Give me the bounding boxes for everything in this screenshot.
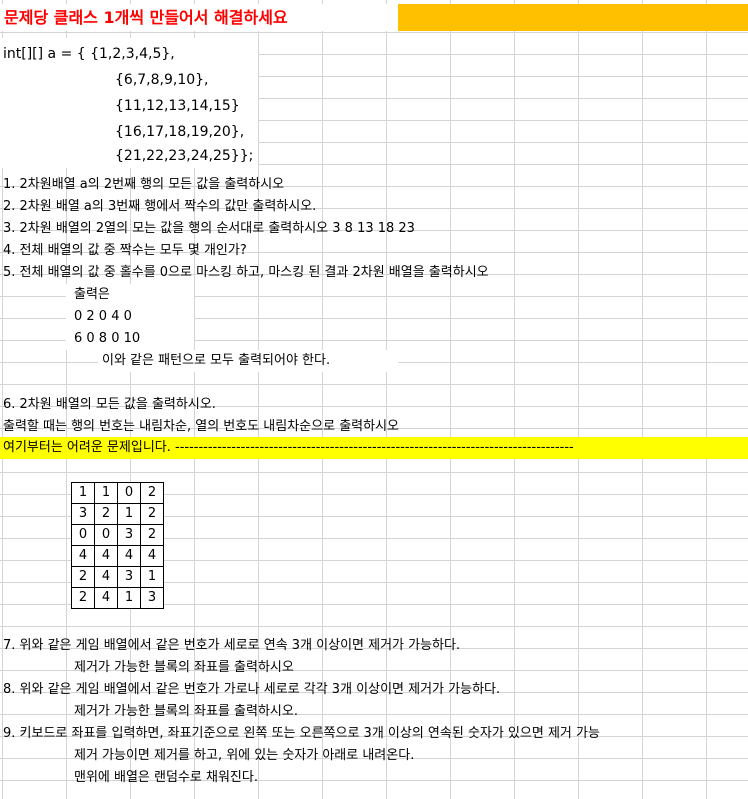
problem-9[interactable]: 9. 키보드로 좌표를 입력하면, 좌표기준으로 왼쪽 또는 오른쪽으로 3개 … xyxy=(3,726,600,741)
game-cell[interactable]: 2 xyxy=(94,503,118,525)
game-cell[interactable]: 2 xyxy=(140,482,164,504)
game-cell[interactable]: 2 xyxy=(71,587,95,609)
problem-9-detail-2[interactable]: 맨위에 배열은 랜덤수로 채워진다. xyxy=(74,770,258,785)
game-cell[interactable]: 1 xyxy=(71,482,95,504)
game-cell[interactable]: 4 xyxy=(94,545,118,567)
code-line-5[interactable]: {21,22,23,24,25}}; xyxy=(115,148,254,164)
game-board-row: 2 4 3 1 xyxy=(71,566,164,588)
problem-7[interactable]: 7. 위와 같은 게임 배열에서 같은 번호가 세로로 연속 3개 이상이면 제… xyxy=(3,638,461,653)
problem-2[interactable]: 2. 2차원 배열 a의 3번째 행에서 짝수의 값만 출력하시오. xyxy=(3,199,317,214)
game-board-row: 3 2 1 2 xyxy=(71,503,164,525)
game-cell[interactable]: 3 xyxy=(117,566,141,588)
game-cell[interactable]: 2 xyxy=(71,566,95,588)
game-board-row: 0 0 3 2 xyxy=(71,524,164,546)
note-background xyxy=(98,350,398,372)
game-cell[interactable]: 4 xyxy=(94,587,118,609)
sheet-title[interactable]: 문제당 클래스 1개씩 만들어서 해결하세요 xyxy=(4,8,288,27)
game-cell[interactable]: 4 xyxy=(71,545,95,567)
code-line-3[interactable]: {11,12,13,14,15} xyxy=(115,98,240,114)
game-cell[interactable]: 0 xyxy=(71,524,95,546)
game-cell[interactable]: 2 xyxy=(140,503,164,525)
game-cell[interactable]: 3 xyxy=(71,503,95,525)
game-cell[interactable]: 1 xyxy=(117,503,141,525)
code-line-4[interactable]: {16,17,18,19,20}, xyxy=(115,124,245,140)
problem-6-detail[interactable]: 출력할 때는 행의 번호는 내림차순, 열의 번호도 내림차순으로 출력하시오 xyxy=(3,419,399,434)
problem-5[interactable]: 5. 전체 배열의 값 중 홀수를 0으로 마스킹 하고, 마스킹 된 결과 2… xyxy=(3,265,489,280)
game-board-row: 2 4 1 3 xyxy=(71,587,164,609)
game-cell[interactable]: 4 xyxy=(94,566,118,588)
game-cell[interactable]: 4 xyxy=(117,545,141,567)
hard-section-banner xyxy=(0,437,748,459)
problem-5-output-label[interactable]: 출력은 xyxy=(74,287,110,302)
problem-5-note[interactable]: 이와 같은 패턴으로 모두 출력되어야 한다. xyxy=(102,353,331,368)
hard-section-label[interactable]: 여기부터는 어려운 문제입니다. -----------------------… xyxy=(3,440,574,455)
game-cell[interactable]: 1 xyxy=(140,566,164,588)
game-board: 1 1 0 2 3 2 1 2 0 0 3 2 4 4 4 4 2 4 3 1 xyxy=(71,482,164,609)
code-block-background xyxy=(0,38,258,168)
problem-5-output-row-2[interactable]: 6 0 8 0 10 xyxy=(74,331,141,346)
code-line-2[interactable]: {6,7,8,9,10}, xyxy=(115,72,209,88)
output-example-background xyxy=(66,284,194,350)
game-cell[interactable]: 1 xyxy=(117,587,141,609)
problem-5-output-row-1[interactable]: 0 2 0 4 0 xyxy=(74,309,132,324)
game-cell[interactable]: 0 xyxy=(94,524,118,546)
problem-7-detail[interactable]: 제거가 가능한 블록의 좌표를 출력하시오 xyxy=(74,660,294,675)
game-cell[interactable]: 3 xyxy=(140,587,164,609)
problem-6[interactable]: 6. 2차원 배열의 모든 값을 출력하시오. xyxy=(3,397,216,412)
problem-1[interactable]: 1. 2차원배열 a의 2번째 행의 모든 값을 출력하시오 xyxy=(3,177,285,192)
game-cell[interactable]: 1 xyxy=(94,482,118,504)
problem-4[interactable]: 4. 전체 배열의 값 중 짝수는 모두 몇 개인가? xyxy=(3,243,247,258)
game-cell[interactable]: 0 xyxy=(117,482,141,504)
game-cell[interactable]: 3 xyxy=(117,524,141,546)
title-highlight xyxy=(398,4,748,31)
problem-8-detail[interactable]: 제거가 가능한 블록의 좌표를 출력하시오. xyxy=(74,704,298,719)
game-cell[interactable]: 2 xyxy=(140,524,164,546)
game-board-row: 1 1 0 2 xyxy=(71,482,164,504)
problem-8[interactable]: 8. 위와 같은 게임 배열에서 같은 번호가 가로나 세로로 각각 3개 이상… xyxy=(3,682,501,697)
problem-3[interactable]: 3. 2차원 배열의 2열의 모는 값을 행의 순서대로 출력하시오 3 8 1… xyxy=(3,221,415,236)
game-board-row: 4 4 4 4 xyxy=(71,545,164,567)
code-line-1[interactable]: int[][] a = { {1,2,3,4,5}, xyxy=(3,46,175,62)
problem-9-detail-1[interactable]: 제거 가능이면 제거를 하고, 위에 있는 숫자가 아래로 내려온다. xyxy=(74,748,415,763)
game-cell[interactable]: 4 xyxy=(140,545,164,567)
